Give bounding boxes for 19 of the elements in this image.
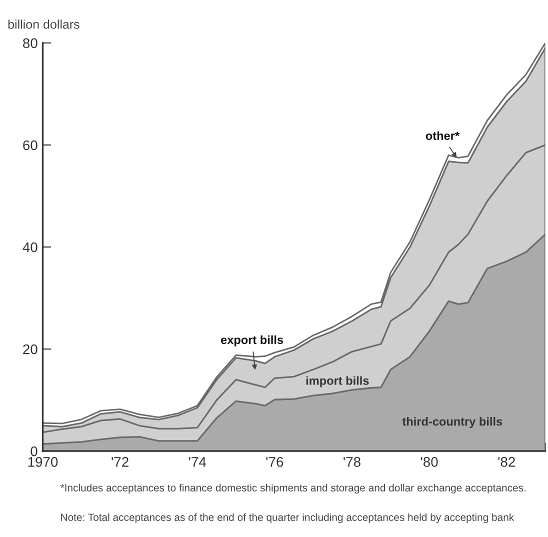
- y-tick-label: 20: [23, 344, 38, 354]
- x-tick-label: 1970: [28, 457, 58, 467]
- y-axis-title: billion dollars: [8, 20, 80, 29]
- text: Note: Total acceptances as of the end of the quarter including acceptances held by accepting bank: [61, 513, 514, 524]
- y-tick-label: 0: [30, 446, 38, 456]
- series-label: export bills: [221, 335, 284, 346]
- x-tick-label: '76: [266, 457, 284, 467]
- y-tick-label: 60: [23, 140, 38, 150]
- x-tick-label: '78: [344, 457, 360, 467]
- x-tick-label: '74: [189, 457, 206, 467]
- x-tick-label: '82: [498, 457, 515, 467]
- x-tick-label: '72: [112, 457, 128, 467]
- y-tick-label: 80: [23, 38, 38, 48]
- y-tick-label: 40: [22, 242, 38, 252]
- text: *Includes acceptances to finance domestic shipments and storage and dollar exchange acceptances.: [60, 484, 526, 494]
- x-tick-label: '80: [420, 457, 438, 467]
- series-label: other*: [426, 131, 460, 140]
- series-label: import bills: [306, 376, 369, 388]
- series-label: third-country bills: [402, 417, 502, 428]
